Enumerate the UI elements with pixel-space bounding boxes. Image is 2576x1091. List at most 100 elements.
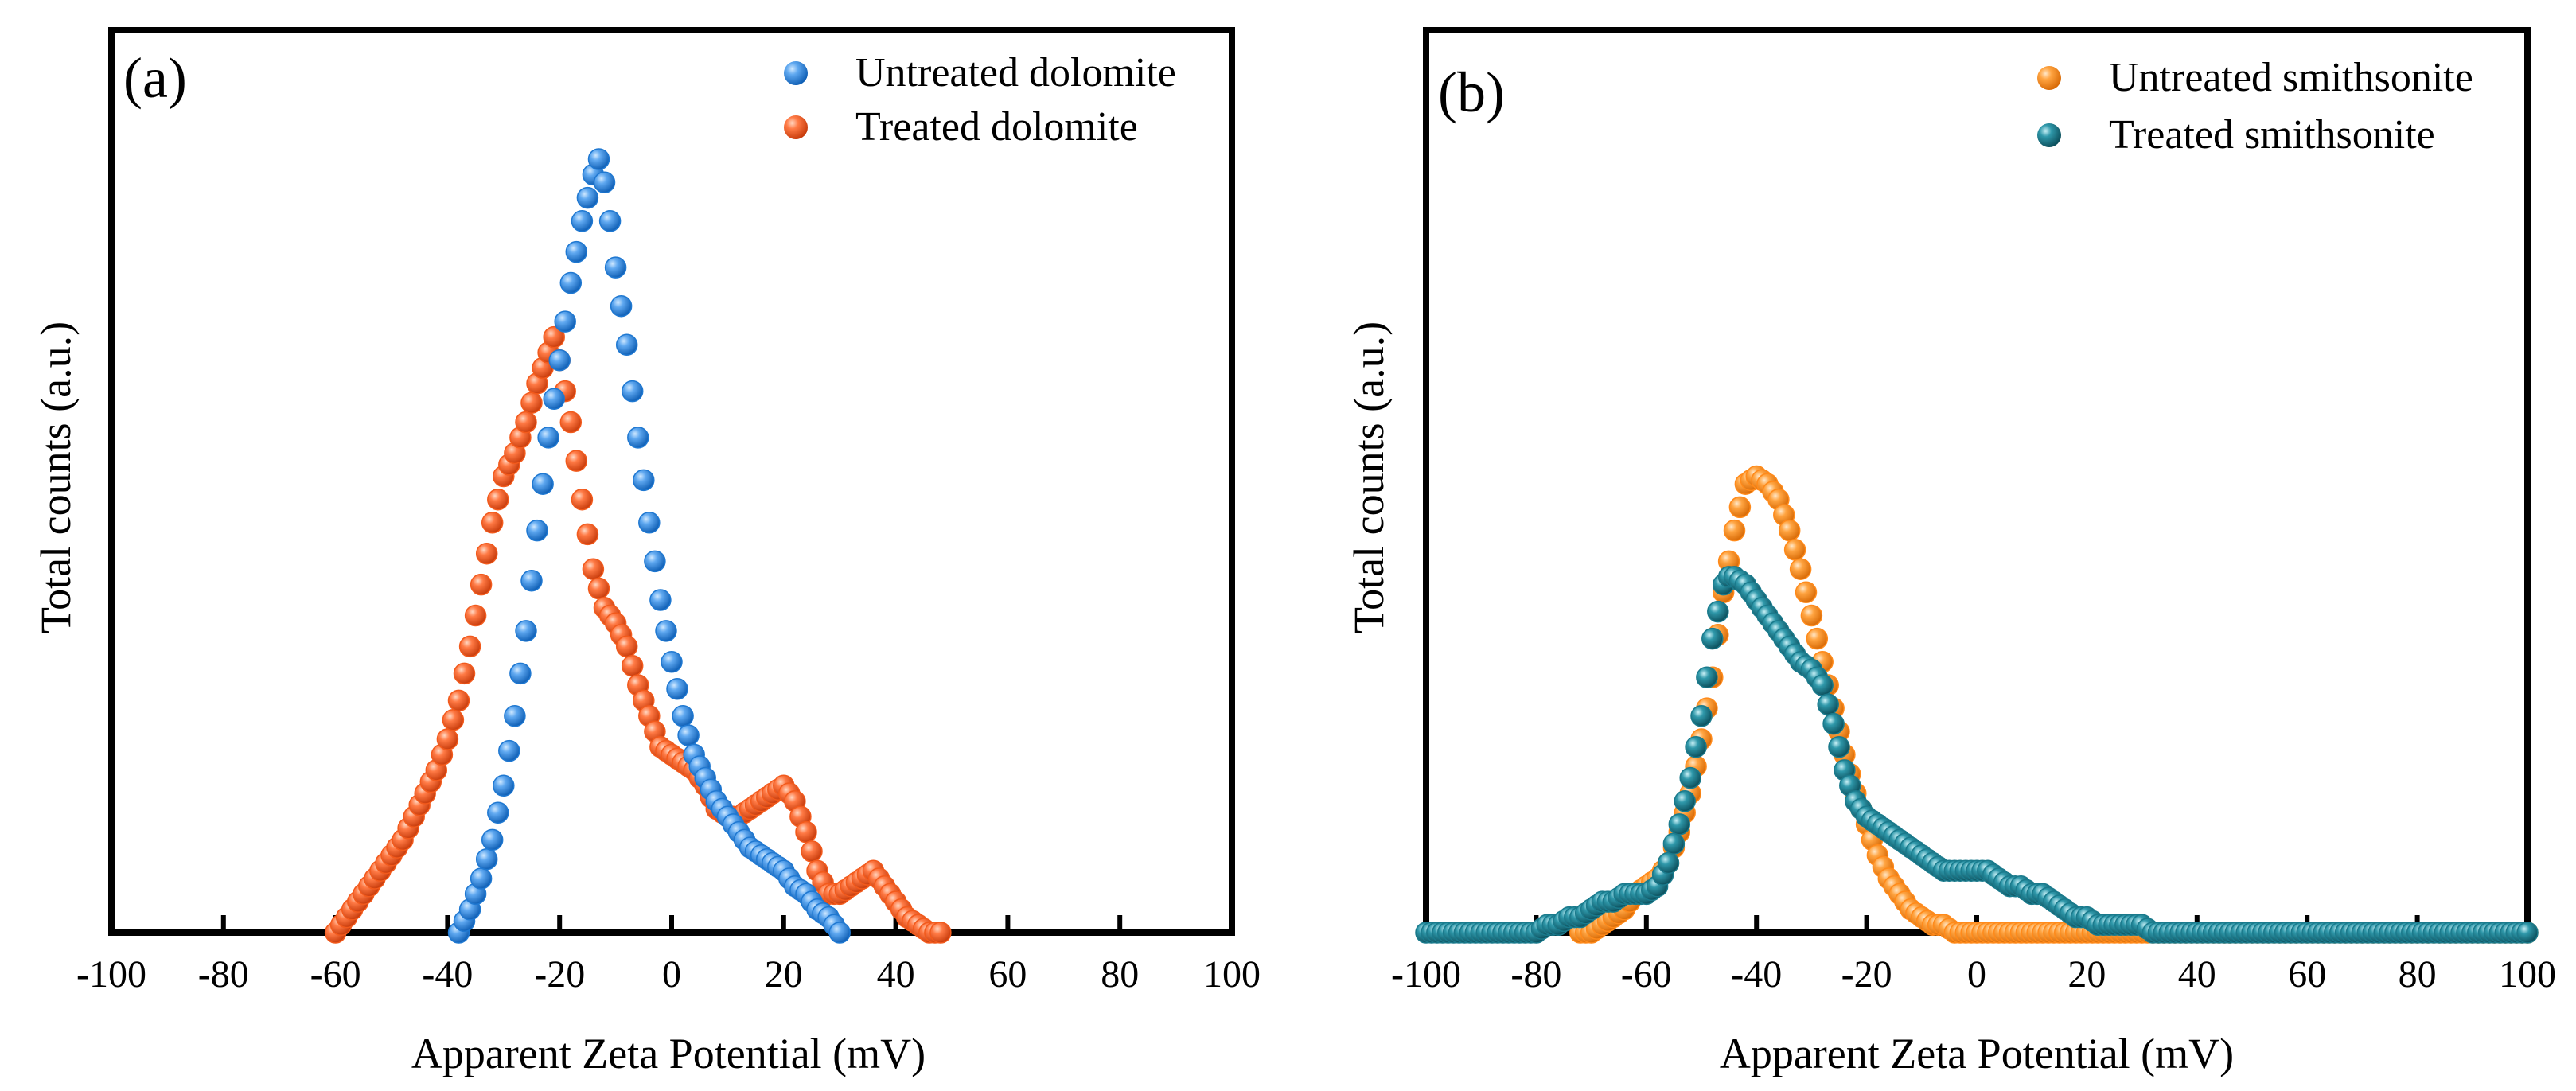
xtick-label-b--60: -60 bbox=[1621, 953, 1672, 996]
series-treated-smithsonite bbox=[1415, 566, 2539, 944]
point-untreated-dolomite-10 bbox=[504, 705, 526, 727]
point-treated-dolomite-25 bbox=[464, 604, 487, 627]
point-treated-dolomite-42 bbox=[559, 411, 583, 434]
point-treated-dolomite-108 bbox=[929, 922, 952, 944]
panel-a-label: (a) bbox=[123, 46, 187, 110]
panel-b-ylabel: Total counts (a.u.) bbox=[1345, 321, 1393, 633]
point-treated-dolomite-84 bbox=[795, 820, 817, 844]
series-treated-dolomite bbox=[324, 325, 952, 944]
point-untreated-dolomite-17 bbox=[543, 388, 565, 411]
panel-a-legend: Untreated dolomite Treated dolomite bbox=[784, 50, 1176, 150]
xtick-label-a-20: 20 bbox=[765, 953, 803, 996]
legend-marker-treated-smithsonite bbox=[2037, 123, 2061, 147]
point-treated-smithsonite-47 bbox=[1674, 790, 1696, 812]
series-untreated-dolomite bbox=[447, 148, 851, 944]
point-untreated-dolomite-22 bbox=[571, 210, 594, 232]
point-treated-dolomite-52 bbox=[615, 635, 638, 658]
point-untreated-dolomite-7 bbox=[487, 801, 509, 824]
point-untreated-dolomite-39 bbox=[666, 678, 688, 700]
point-untreated-dolomite-5 bbox=[475, 847, 498, 871]
point-treated-smithsonite-53 bbox=[1707, 600, 1729, 623]
point-untreated-dolomite-28 bbox=[604, 256, 627, 279]
panel-b-frame bbox=[1423, 27, 2531, 936]
point-untreated-dolomite-21 bbox=[565, 240, 588, 263]
xtick-label-b-60: 60 bbox=[2288, 953, 2326, 996]
panel-a: (a) -100 -80 -60 -40 -20 0 20 40 60 80 100 Apparen… bbox=[32, 27, 1261, 1077]
point-untreated-dolomite-33 bbox=[633, 469, 655, 492]
point-untreated-dolomite-4 bbox=[470, 867, 493, 890]
xtick-label-a-60: 60 bbox=[988, 953, 1027, 996]
xtick-label-a-40: 40 bbox=[877, 953, 915, 996]
point-treated-dolomite-34 bbox=[515, 411, 537, 434]
panel-a-xtick-labels: -100 -80 -60 -40 -20 0 20 40 60 80 100 bbox=[76, 953, 1261, 996]
point-treated-smithsonite-75 bbox=[1828, 735, 1850, 758]
panel-a-xlabel: Apparent Zeta Potential (mV) bbox=[411, 1030, 926, 1077]
point-untreated-dolomite-12 bbox=[515, 620, 537, 642]
point-treated-dolomite-22 bbox=[447, 689, 470, 712]
legend-label-untreated-dolomite: Untreated dolomite bbox=[855, 50, 1176, 95]
point-untreated-dolomite-35 bbox=[644, 550, 666, 573]
point-treated-dolomite-20 bbox=[436, 728, 459, 750]
point-treated-smithsonite-72 bbox=[1811, 674, 1834, 696]
xtick-label-a-80: 80 bbox=[1101, 953, 1139, 996]
point-untreated-smithsonite-28 bbox=[1723, 519, 1746, 542]
point-untreated-dolomite-29 bbox=[610, 294, 633, 318]
point-treated-dolomite-35 bbox=[520, 392, 543, 414]
point-untreated-dolomite-6 bbox=[481, 828, 504, 851]
point-untreated-dolomite-19 bbox=[554, 310, 576, 333]
point-untreated-dolomite-9 bbox=[498, 739, 520, 762]
point-untreated-smithsonite-38 bbox=[1778, 519, 1801, 542]
xtick-label-a--60: -60 bbox=[310, 953, 361, 996]
point-untreated-smithsonite-39 bbox=[1783, 539, 1806, 561]
point-treated-smithsonite-73 bbox=[1817, 693, 1839, 716]
point-treated-dolomite-24 bbox=[458, 635, 481, 658]
legend-label-treated-dolomite: Treated dolomite bbox=[855, 104, 1138, 150]
point-untreated-dolomite-15 bbox=[532, 473, 554, 495]
point-treated-smithsonite-74 bbox=[1822, 712, 1845, 735]
point-treated-dolomite-47 bbox=[587, 577, 610, 600]
point-untreated-dolomite-20 bbox=[559, 271, 583, 294]
legend-marker-untreated-smithsonite bbox=[2037, 66, 2061, 90]
point-untreated-dolomite-31 bbox=[621, 380, 644, 403]
xtick-label-b-40: 40 bbox=[2178, 953, 2216, 996]
point-treated-smithsonite-200 bbox=[2516, 922, 2539, 944]
point-treated-dolomite-44 bbox=[571, 488, 594, 511]
point-untreated-smithsonite-29 bbox=[1728, 496, 1752, 519]
panel-b-xlabel: Apparent Zeta Potential (mV) bbox=[1720, 1030, 2234, 1077]
xtick-label-a--20: -20 bbox=[534, 953, 585, 996]
point-untreated-dolomite-14 bbox=[526, 519, 548, 542]
xtick-label-b-0: 0 bbox=[1967, 953, 1986, 996]
point-untreated-dolomite-34 bbox=[638, 512, 661, 534]
point-treated-smithsonite-51 bbox=[1696, 666, 1718, 688]
point-treated-dolomite-21 bbox=[442, 708, 465, 731]
point-treated-dolomite-28 bbox=[481, 512, 504, 534]
point-untreated-dolomite-32 bbox=[627, 427, 649, 449]
point-treated-smithsonite-48 bbox=[1679, 766, 1701, 789]
point-treated-dolomite-27 bbox=[475, 542, 498, 565]
panel-b-label: (b) bbox=[1438, 60, 1505, 124]
point-untreated-dolomite-16 bbox=[537, 427, 559, 449]
panel-b-legend: Untreated smithsonite Treated smithsonit… bbox=[2037, 55, 2473, 158]
point-treated-dolomite-45 bbox=[576, 523, 599, 546]
panel-b-xtick-labels: -100 -80 -60 -40 -20 0 20 40 60 80 100 bbox=[1391, 953, 2556, 996]
point-treated-dolomite-29 bbox=[487, 488, 509, 511]
series-untreated-smithsonite bbox=[1569, 465, 2539, 944]
point-untreated-dolomite-23 bbox=[576, 186, 599, 209]
xtick-label-b--100: -100 bbox=[1391, 953, 1461, 996]
point-untreated-dolomite-18 bbox=[548, 349, 571, 372]
point-untreated-dolomite-11 bbox=[509, 662, 532, 685]
point-untreated-dolomite-27 bbox=[598, 210, 622, 232]
point-untreated-dolomite-38 bbox=[661, 651, 683, 673]
xtick-label-a--100: -100 bbox=[76, 953, 146, 996]
xtick-label-b-80: 80 bbox=[2399, 953, 2437, 996]
legend-marker-untreated-dolomite bbox=[784, 61, 808, 85]
point-untreated-smithsonite-40 bbox=[1789, 558, 1812, 580]
point-treated-smithsonite-50 bbox=[1690, 705, 1713, 727]
point-untreated-dolomite-25 bbox=[587, 148, 610, 170]
point-untreated-smithsonite-41 bbox=[1795, 581, 1818, 604]
point-untreated-dolomite-37 bbox=[655, 620, 677, 642]
point-treated-dolomite-39 bbox=[543, 325, 565, 349]
legend-marker-treated-dolomite bbox=[784, 115, 808, 139]
point-untreated-dolomite-36 bbox=[649, 589, 672, 611]
